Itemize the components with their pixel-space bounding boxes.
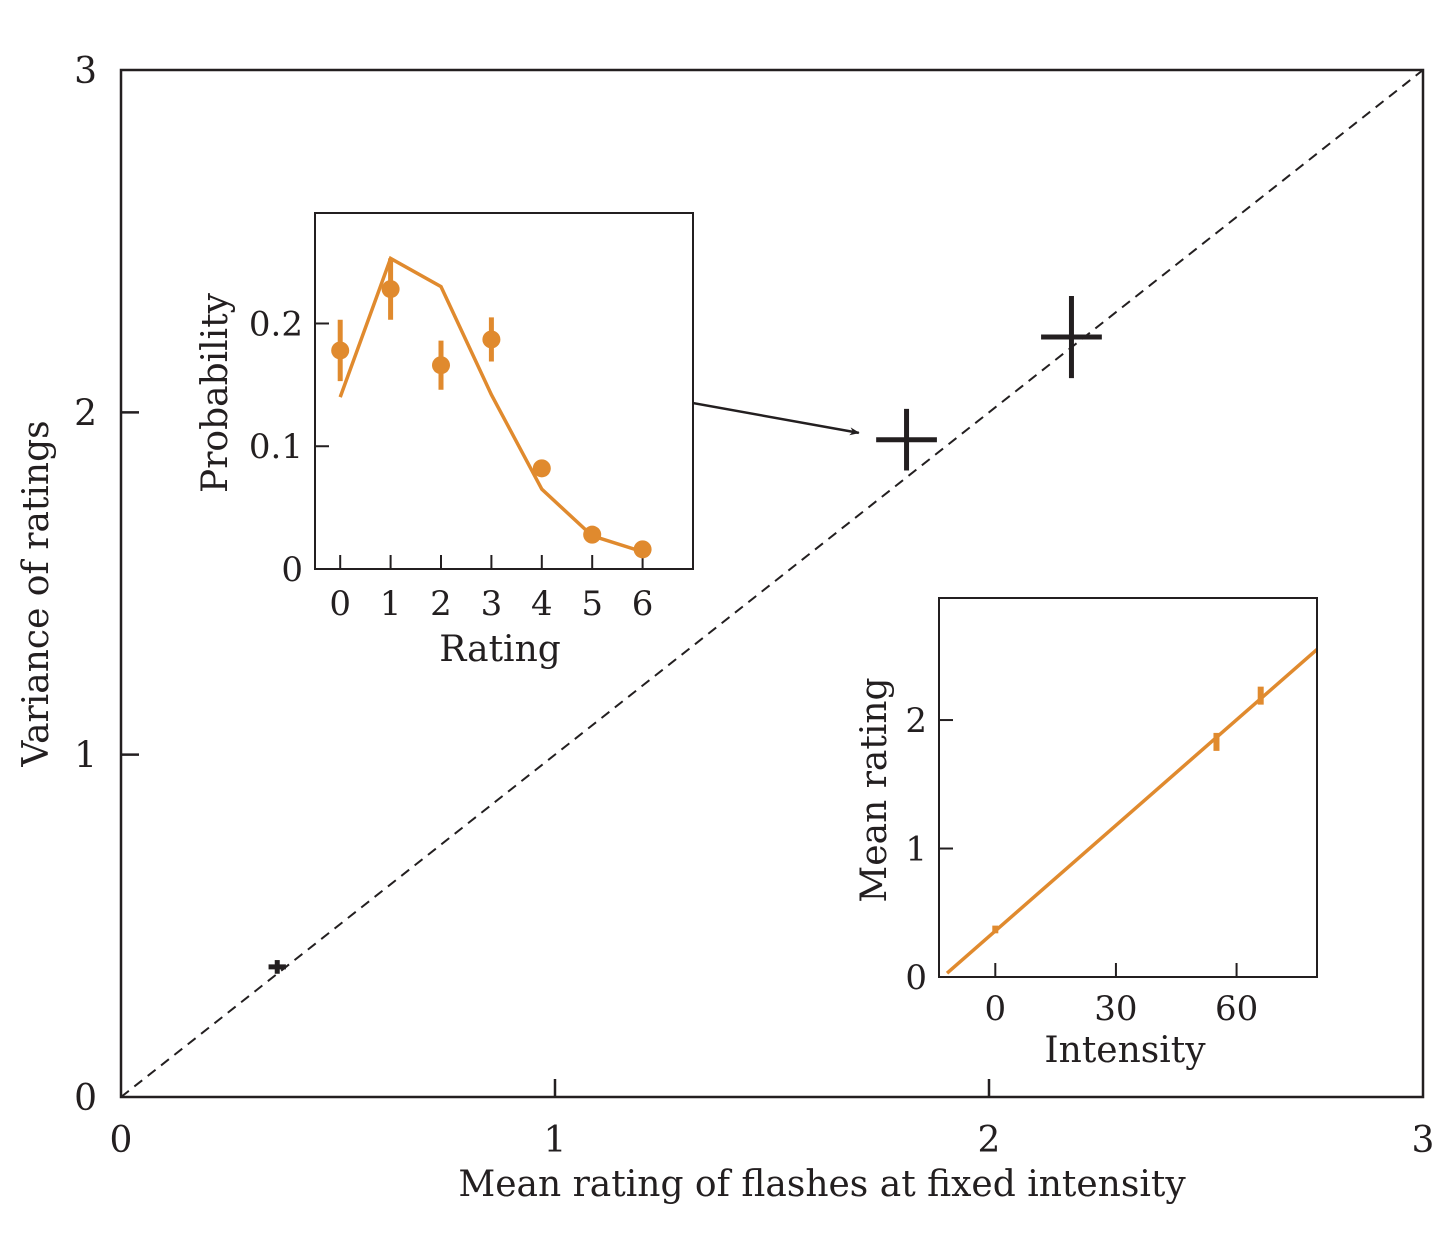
main-x-tick-label: 0 [110, 1120, 133, 1161]
main-data-points [268, 295, 1102, 974]
main-y-tick-label: 3 [74, 51, 97, 92]
rating-data-point [482, 317, 501, 362]
intensity-x-tick-label: 30 [1094, 989, 1137, 1029]
main-x-axis-title: Mean rating of flashes at fixed intensit… [458, 1164, 1186, 1205]
rating-marker [633, 540, 652, 559]
rating-data-point [633, 540, 652, 559]
intensity-x-tick-label: 0 [984, 989, 1006, 1029]
intensity-y-tick-label: 2 [905, 701, 927, 741]
intensity-inset-background [939, 598, 1317, 977]
rating-x-tick-label: 4 [531, 584, 553, 624]
rating-y-tick-label: 0.2 [249, 304, 303, 344]
rating-y-tick-label: 0.1 [249, 427, 303, 467]
main-x-tick-label: 1 [544, 1120, 567, 1161]
intensity-x-tick-label: 60 [1215, 989, 1258, 1029]
rating-marker [381, 280, 400, 299]
rating-data-point [331, 319, 350, 382]
rating-marker [583, 525, 602, 544]
main-y-tick-label: 0 [74, 1078, 97, 1119]
main-y-tick-label: 1 [74, 736, 97, 777]
rating-x-tick-label: 0 [329, 584, 351, 624]
rating-inset-x-title: Rating [439, 629, 561, 670]
rating-y-tick-label: 0 [281, 550, 303, 590]
rating-data-point [432, 340, 450, 390]
intensity-inset-ticks: 0 30 60 0 1 2 [905, 701, 1258, 1029]
rating-x-tick-label: 6 [632, 584, 654, 624]
rating-x-tick-label: 5 [581, 584, 603, 624]
rating-x-tick-label: 2 [430, 584, 452, 624]
main-x-tick-label: 2 [978, 1120, 1001, 1161]
main-x-tick-label: 3 [1412, 1120, 1435, 1161]
intensity-inset-frame [938, 597, 1318, 978]
rating-data-point [532, 459, 551, 478]
main-data-point [1041, 295, 1102, 379]
main-y-tick-label: 2 [74, 393, 97, 434]
rating-inset-frame [314, 212, 694, 570]
main-y-axis-title: Variance of ratings [16, 420, 57, 767]
rating-marker [432, 356, 450, 375]
rating-marker [482, 330, 501, 349]
rating-data-point [583, 525, 602, 544]
rating-x-tick-label: 3 [481, 584, 503, 624]
intensity-inset-x-title: Intensity [1044, 1030, 1206, 1071]
rating-x-tick-label: 1 [380, 584, 402, 624]
intensity-inset-y-title: Mean rating [854, 677, 895, 902]
intensity-fit-line [945, 648, 1319, 975]
rating-inset-y-title: Probability [195, 292, 236, 493]
rating-data-points [331, 258, 652, 559]
main-plot-frame [119, 68, 1425, 1099]
main-data-point [268, 960, 286, 974]
rating-data-point [381, 258, 400, 320]
rating-marker [532, 459, 551, 478]
intensity-y-tick-label: 1 [905, 830, 927, 870]
intensity-data-points [992, 686, 1264, 934]
identity-reference-line [120, 69, 1424, 1098]
main-data-point [876, 408, 937, 471]
rating-distribution-inset: 0 1 2 3 4 5 600.10.2 Rating Probability [195, 212, 694, 670]
rating-inset-ticks: 0 1 2 3 4 5 600.10.2 [249, 304, 653, 624]
intensity-inset: 0 30 60 0 1 2 Intensity Mean rating [854, 597, 1319, 1071]
rating-inset-background [315, 213, 693, 569]
intensity-y-tick-label: 0 [905, 958, 927, 998]
rating-marker [331, 341, 350, 360]
